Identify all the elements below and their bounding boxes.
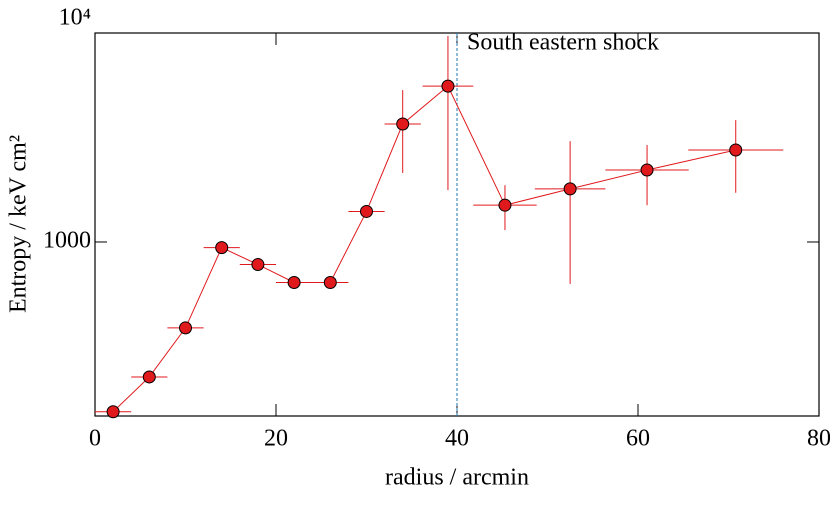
y-axis-label: Entropy / keV cm² — [6, 135, 32, 313]
x-tick-label: 20 — [264, 426, 288, 452]
y-tick-label: 10⁴ — [59, 5, 91, 31]
data-point — [563, 182, 577, 196]
data-point — [142, 370, 156, 384]
y-tick-label: 1000 — [43, 227, 91, 253]
data-point — [287, 275, 301, 289]
series-line — [112, 85, 736, 413]
data-point — [360, 204, 373, 218]
data-point — [441, 79, 455, 93]
data-point — [106, 405, 120, 419]
shock-label: South eastern shock — [467, 30, 659, 56]
data-point — [323, 275, 337, 289]
x-tick-label: 0 — [89, 426, 101, 452]
x-axis-label: radius / arcmin — [385, 465, 529, 491]
data-point — [251, 258, 265, 272]
data-point — [396, 117, 410, 131]
x-tick-label: 60 — [626, 426, 650, 452]
x-tick-label: 40 — [445, 426, 469, 452]
data-point — [640, 163, 654, 177]
data-point — [729, 143, 743, 157]
data-point — [179, 321, 192, 335]
data-point — [215, 241, 229, 255]
x-tick-label: 80 — [807, 426, 830, 452]
data-point — [498, 198, 512, 212]
